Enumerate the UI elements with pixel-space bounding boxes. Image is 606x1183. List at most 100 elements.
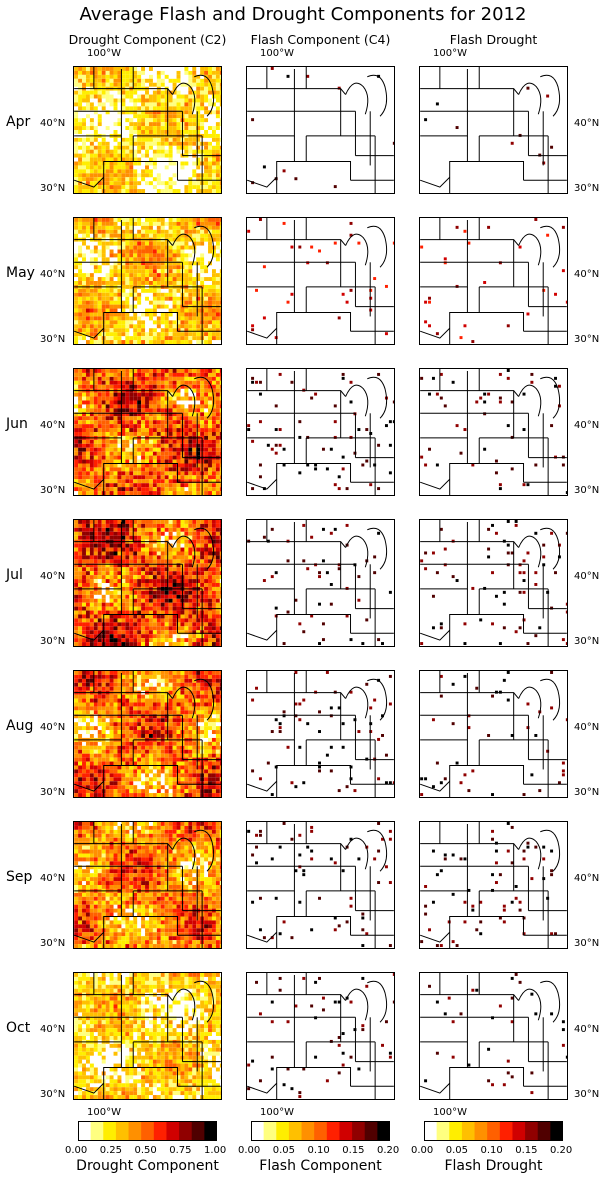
map-panel-flash-apr <box>246 66 395 194</box>
colorbar-swatch <box>377 1121 391 1141</box>
lat-label-30n: 30°N <box>40 787 66 798</box>
colorbar-tick: 0.15 <box>342 1145 365 1156</box>
colorbar-swatch <box>301 1121 315 1141</box>
map-panel-drought-may <box>73 217 222 345</box>
lat-label-40n: 40°N <box>40 269 66 280</box>
map-panel-flash-sep <box>246 821 395 949</box>
map-panel-flash-jun <box>246 368 395 496</box>
map-panel-flash-oct <box>246 972 395 1100</box>
state-borders <box>74 822 221 948</box>
colorbar-swatch <box>141 1121 155 1141</box>
colorbar-swatch <box>276 1121 290 1141</box>
lat-label-40n-right: 40°N <box>574 571 600 582</box>
colorbar-flash <box>251 1121 391 1141</box>
colorbar-swatch <box>179 1121 193 1141</box>
data-cells <box>74 973 221 1099</box>
colorbar-swatch <box>263 1121 277 1141</box>
lat-label-40n-right: 40°N <box>574 873 600 884</box>
colorbar-tick: 0.75 <box>169 1145 192 1156</box>
state-borders <box>74 520 221 646</box>
colorbar-swatch <box>352 1121 366 1141</box>
data-cells <box>424 973 567 1095</box>
colorbar-swatch <box>449 1121 463 1141</box>
colorbar-tick: 0.05 <box>445 1145 469 1156</box>
state-borders <box>74 67 221 193</box>
data-cells <box>74 822 221 948</box>
colorbar-swatch <box>537 1121 551 1141</box>
colorbar-swatch <box>128 1121 142 1141</box>
lat-label-40n-right: 40°N <box>574 420 600 431</box>
state-borders <box>74 973 221 1099</box>
state-borders <box>247 671 394 797</box>
colorbar-frame <box>78 1121 217 1141</box>
map-panel-drought-jun <box>73 368 222 496</box>
colorbar-fd <box>424 1121 564 1141</box>
map-panel-flash-jul <box>246 519 395 647</box>
row-label-oct: Oct <box>6 1020 31 1036</box>
colorbar-label-fd: Flash Drought <box>444 1158 543 1174</box>
colorbar-swatch <box>487 1121 501 1141</box>
data-cells <box>74 218 221 344</box>
state-borders <box>420 369 567 495</box>
map-panel-flash-may <box>246 217 395 345</box>
colorbar-swatch <box>314 1121 328 1141</box>
colorbar-swatch <box>251 1121 265 1141</box>
map-panel-fd-aug <box>419 670 568 798</box>
data-cells <box>74 67 221 193</box>
state-borders <box>74 671 221 797</box>
colorbar-drought <box>78 1121 218 1141</box>
state-borders <box>420 671 567 797</box>
colorbar-swatch <box>474 1121 488 1141</box>
colorbar-tick: 0.20 <box>550 1145 573 1156</box>
lat-label-30n: 30°N <box>40 485 66 496</box>
state-borders <box>247 67 394 193</box>
colorbar-tick: 0.10 <box>307 1145 330 1156</box>
colorbar-swatch <box>461 1121 476 1141</box>
state-borders <box>247 369 394 495</box>
colorbar-tick: 0.00 <box>65 1145 88 1156</box>
data-cells <box>420 671 567 797</box>
data-cells <box>247 218 394 340</box>
data-cells <box>420 218 567 344</box>
state-borders <box>420 822 567 948</box>
row-label-sep: Sep <box>6 869 33 885</box>
lat-label-40n: 40°N <box>40 420 66 431</box>
colorbar-swatch <box>550 1121 564 1141</box>
row-label-jul: Jul <box>6 567 23 583</box>
column-title-flash: Flash Component (C4) <box>250 32 391 47</box>
lat-label-40n-right: 40°N <box>574 722 600 733</box>
data-cells <box>247 822 392 948</box>
lat-label-40n: 40°N <box>40 722 66 733</box>
colorbar-swatch <box>191 1121 205 1141</box>
lat-label-30n-right: 30°N <box>574 1089 600 1100</box>
colorbar-tick: 1.00 <box>204 1145 227 1156</box>
colorbar-label-flash: Flash Component <box>259 1158 382 1174</box>
state-borders <box>247 218 394 344</box>
map-panel-fd-jul <box>419 519 568 647</box>
lat-label-30n-right: 30°N <box>574 938 600 949</box>
lat-label-40n: 40°N <box>40 873 66 884</box>
colorbar-swatch <box>436 1121 450 1141</box>
colorbar-swatch <box>204 1121 218 1141</box>
map-panel-drought-oct <box>73 972 222 1100</box>
lon-label-bottom-drought: 100°W <box>87 1107 121 1118</box>
state-borders <box>247 520 394 646</box>
lat-label-40n: 40°N <box>40 1024 66 1035</box>
colorbar-tick: 0.00 <box>411 1145 434 1156</box>
state-borders <box>420 520 567 646</box>
data-cells <box>251 67 394 189</box>
colorbar-tick: 0.20 <box>377 1145 400 1156</box>
colorbar-frame <box>424 1121 563 1141</box>
data-cells <box>420 520 567 646</box>
map-panel-drought-sep <box>73 821 222 949</box>
colorbar-swatch <box>326 1121 340 1141</box>
data-cells <box>247 973 394 1099</box>
lat-label-30n: 30°N <box>40 938 66 949</box>
lat-label-30n: 30°N <box>40 636 66 647</box>
colorbar-swatch <box>525 1121 539 1141</box>
lat-label-30n: 30°N <box>40 334 66 345</box>
colorbar-frame <box>251 1121 390 1141</box>
colorbar-swatch <box>166 1121 180 1141</box>
colorbar-tick: 0.15 <box>515 1145 538 1156</box>
row-label-may: May <box>6 265 35 281</box>
